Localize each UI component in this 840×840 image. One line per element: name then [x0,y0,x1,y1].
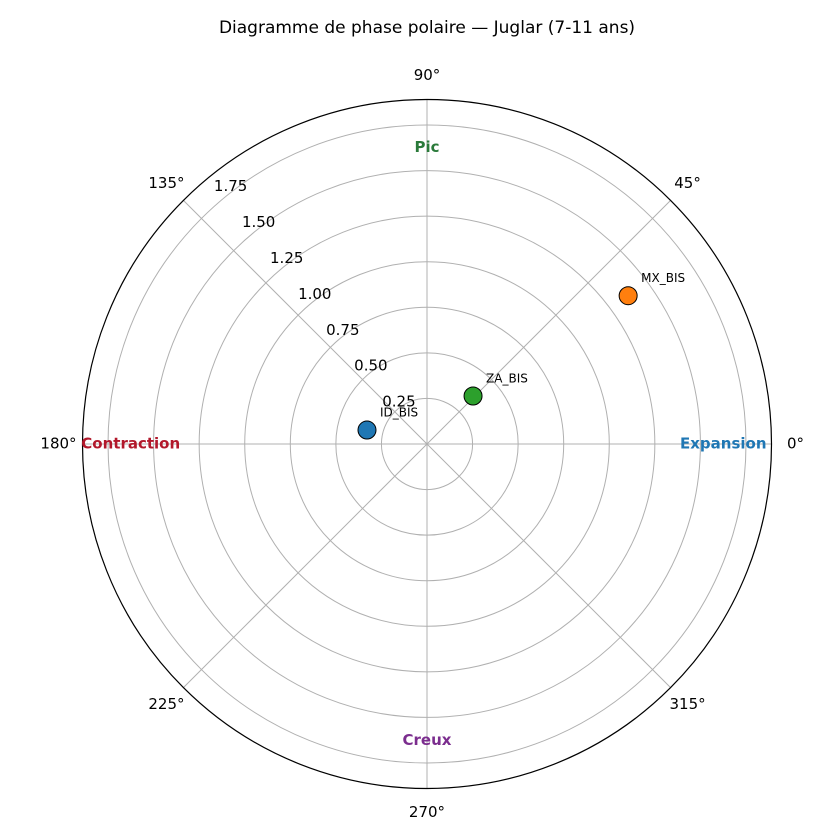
point-label: ID_BIS [380,406,418,420]
theta-tick-label: 90° [414,66,441,84]
theta-tick-label: 225° [148,695,184,713]
phase-label: Contraction [81,435,180,453]
point [463,386,483,406]
grid-spoke [183,443,428,688]
r-tick-label: 1.00 [298,285,331,303]
point [357,420,377,440]
r-tick-label: 1.50 [242,213,275,231]
phase-label: Expansion [680,435,767,453]
phase-label: Creux [403,731,452,749]
theta-tick-label: 180° [40,435,76,453]
point-label: ZA_BIS [486,371,528,385]
r-tick-label: 1.25 [270,249,303,267]
theta-tick-label: 135° [148,174,184,192]
phase-label: Pic [414,138,439,156]
grid-spoke [183,200,428,445]
grid-spoke [426,443,671,688]
grid-spoke [426,200,671,445]
r-tick-label: 1.75 [214,177,247,195]
r-tick-label: 0.25 [382,393,415,411]
theta-tick-label: 45° [674,174,701,192]
point-label: MX_BIS [641,271,685,285]
theta-tick-label: 315° [669,695,705,713]
r-tick-label: 0.75 [326,321,359,339]
point [618,286,638,306]
polar-frame [81,98,773,790]
theta-tick-label: 0° [787,435,804,453]
theta-tick-label: 270° [409,803,445,821]
chart-title: Diagramme de phase polaire — Juglar (7-1… [219,18,635,38]
r-tick-label: 0.50 [354,357,387,375]
